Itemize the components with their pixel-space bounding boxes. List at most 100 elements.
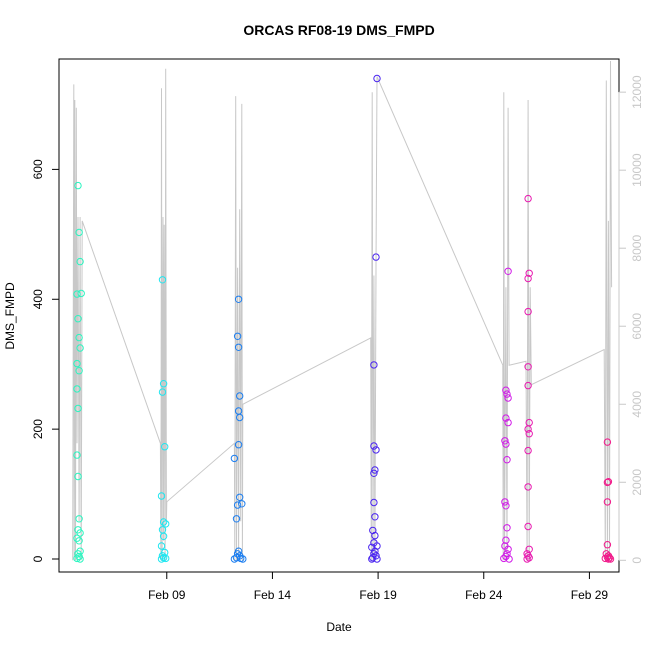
data-point [525,554,533,562]
data-point [74,404,82,413]
data-point [601,554,609,563]
data-point [371,513,379,521]
data-point [369,554,377,562]
background-series-layer [72,60,613,561]
x-tick-label: Feb 19 [359,588,397,602]
data-point [603,478,612,487]
data-point [74,181,82,190]
y-tick-label: 0 [31,555,45,562]
data-point [524,363,532,371]
x-tick-label: Feb 09 [148,588,186,602]
data-point [75,333,83,342]
data-point [524,194,532,203]
data-point [524,483,532,491]
x-axis-label: Date [326,620,352,634]
data-point [605,554,614,562]
y2-tick-label: 12000 [630,75,644,109]
data-point [524,425,532,433]
data-point [370,498,378,507]
data-point [236,493,244,501]
data-point [370,361,378,369]
data-point [603,498,612,506]
data-point [603,438,612,446]
data-point [370,442,378,450]
data-point [157,542,166,550]
data-point [504,418,512,427]
data-point [158,276,167,284]
data-point [159,380,168,388]
data-point [373,74,381,83]
data-point [373,555,381,563]
data-point [503,456,511,464]
y2-tick-label: 6000 [630,313,644,340]
y2-tick-label: 8000 [630,235,644,262]
y2-tick-label: 2000 [630,469,644,496]
chart-title: ORCAS RF08-19 DMS_FMPD [243,22,434,38]
data-point [504,394,512,402]
data-point [73,359,81,368]
data-point [233,332,242,340]
data-point [75,515,83,523]
data-point [524,522,532,531]
data-point [238,500,246,508]
data-point [76,344,84,352]
data-point [73,290,81,298]
data-point [74,315,82,323]
points-layer [73,74,615,563]
data-point [75,228,83,237]
y-axis-label: DMS_FMPD [3,282,17,350]
data-point [502,440,510,448]
data-point [525,430,533,438]
data-point [157,555,166,563]
data-point [500,554,508,563]
data-point [73,451,81,459]
y2-tick-label: 4000 [630,391,644,418]
data-point [501,437,509,445]
data-point [371,531,379,540]
data-point [230,454,239,463]
data-point [372,446,380,454]
data-point [239,555,247,563]
data-point [232,515,241,523]
data-point [370,469,378,477]
data-point [371,466,379,474]
data-point [73,554,81,563]
data-point [604,478,613,486]
data-point [502,414,510,422]
x-tick-label: Feb 29 [571,588,609,602]
data-point [368,555,376,563]
data-point [505,555,513,563]
data-point [77,289,85,298]
data-point [234,441,243,449]
data-point [524,274,532,283]
data-point [236,413,244,422]
data-point [161,443,169,451]
data-point [75,367,83,375]
data-point [604,555,613,563]
data-point [236,392,244,400]
data-point [525,269,533,277]
data-point [73,385,81,393]
data-point [74,472,82,481]
data-point [159,518,168,526]
data-point [233,501,242,509]
y-tick-label: 200 [31,419,45,439]
data-point [230,555,239,563]
data-point [603,541,612,549]
data-point [524,446,532,455]
data-point [503,524,511,532]
x-tick-label: Feb 24 [465,588,503,602]
data-point [75,537,83,545]
background-series-line [72,60,613,561]
x-tick-label: Feb 14 [254,588,292,602]
axes-layer: Feb 09 Feb 14 Feb 19 Feb 24 Feb 29 0 200 400 600… [31,75,644,602]
data-point [372,253,380,261]
data-point [524,552,532,560]
data-point [524,307,532,316]
data-point [502,386,510,394]
data-point [504,545,512,553]
data-point [76,555,84,563]
y-tick-label: 400 [31,289,45,309]
data-point [502,502,510,510]
